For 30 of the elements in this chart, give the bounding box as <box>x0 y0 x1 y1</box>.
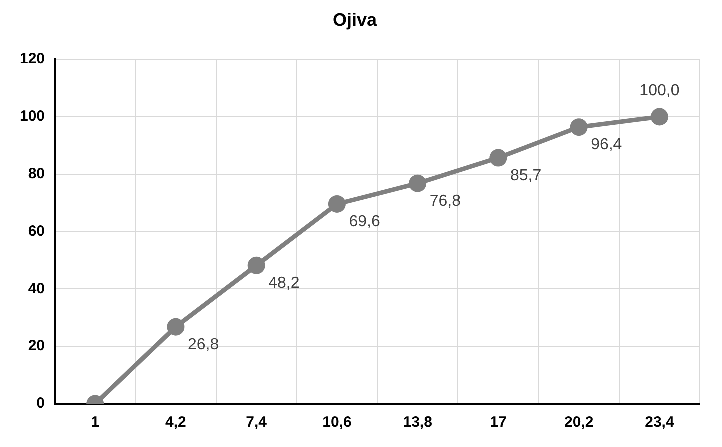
y-tick-label: 40 <box>28 280 46 298</box>
y-tick-label: 120 <box>20 50 46 68</box>
point <box>490 149 508 167</box>
chart-title: Ojiva <box>332 10 378 30</box>
data-label: 76,8 <box>430 192 462 210</box>
point <box>167 318 185 336</box>
x-tick-label: 1 <box>91 414 100 432</box>
point <box>570 118 588 136</box>
point <box>409 174 427 192</box>
point <box>328 196 346 213</box>
x-tick-label: 7,4 <box>246 414 268 432</box>
y-tick-label: 20 <box>28 338 46 355</box>
x-tick-label: 4,2 <box>166 414 186 432</box>
y-tick-label: 60 <box>28 222 46 240</box>
point <box>248 256 266 274</box>
data-label: 48,2 <box>268 275 300 292</box>
x-tick-label: 20,2 <box>564 414 594 432</box>
x-tick-label: 17 <box>490 414 507 432</box>
data-label: 85,7 <box>510 167 542 184</box>
data-label: 100,0 <box>640 82 680 100</box>
y-tick-label: 80 <box>28 166 46 183</box>
data-label: 69,6 <box>349 214 380 231</box>
x-tick-label: 10,6 <box>322 414 352 432</box>
data-label: 96,4 <box>591 136 622 154</box>
y-tick-label: 100 <box>20 108 46 126</box>
y-tick-label: 0 <box>36 395 46 412</box>
data-label: 26,8 <box>188 336 220 354</box>
x-tick-label: 23,4 <box>645 414 675 432</box>
point <box>650 108 668 126</box>
x-tick-label: 13,8 <box>403 414 432 432</box>
